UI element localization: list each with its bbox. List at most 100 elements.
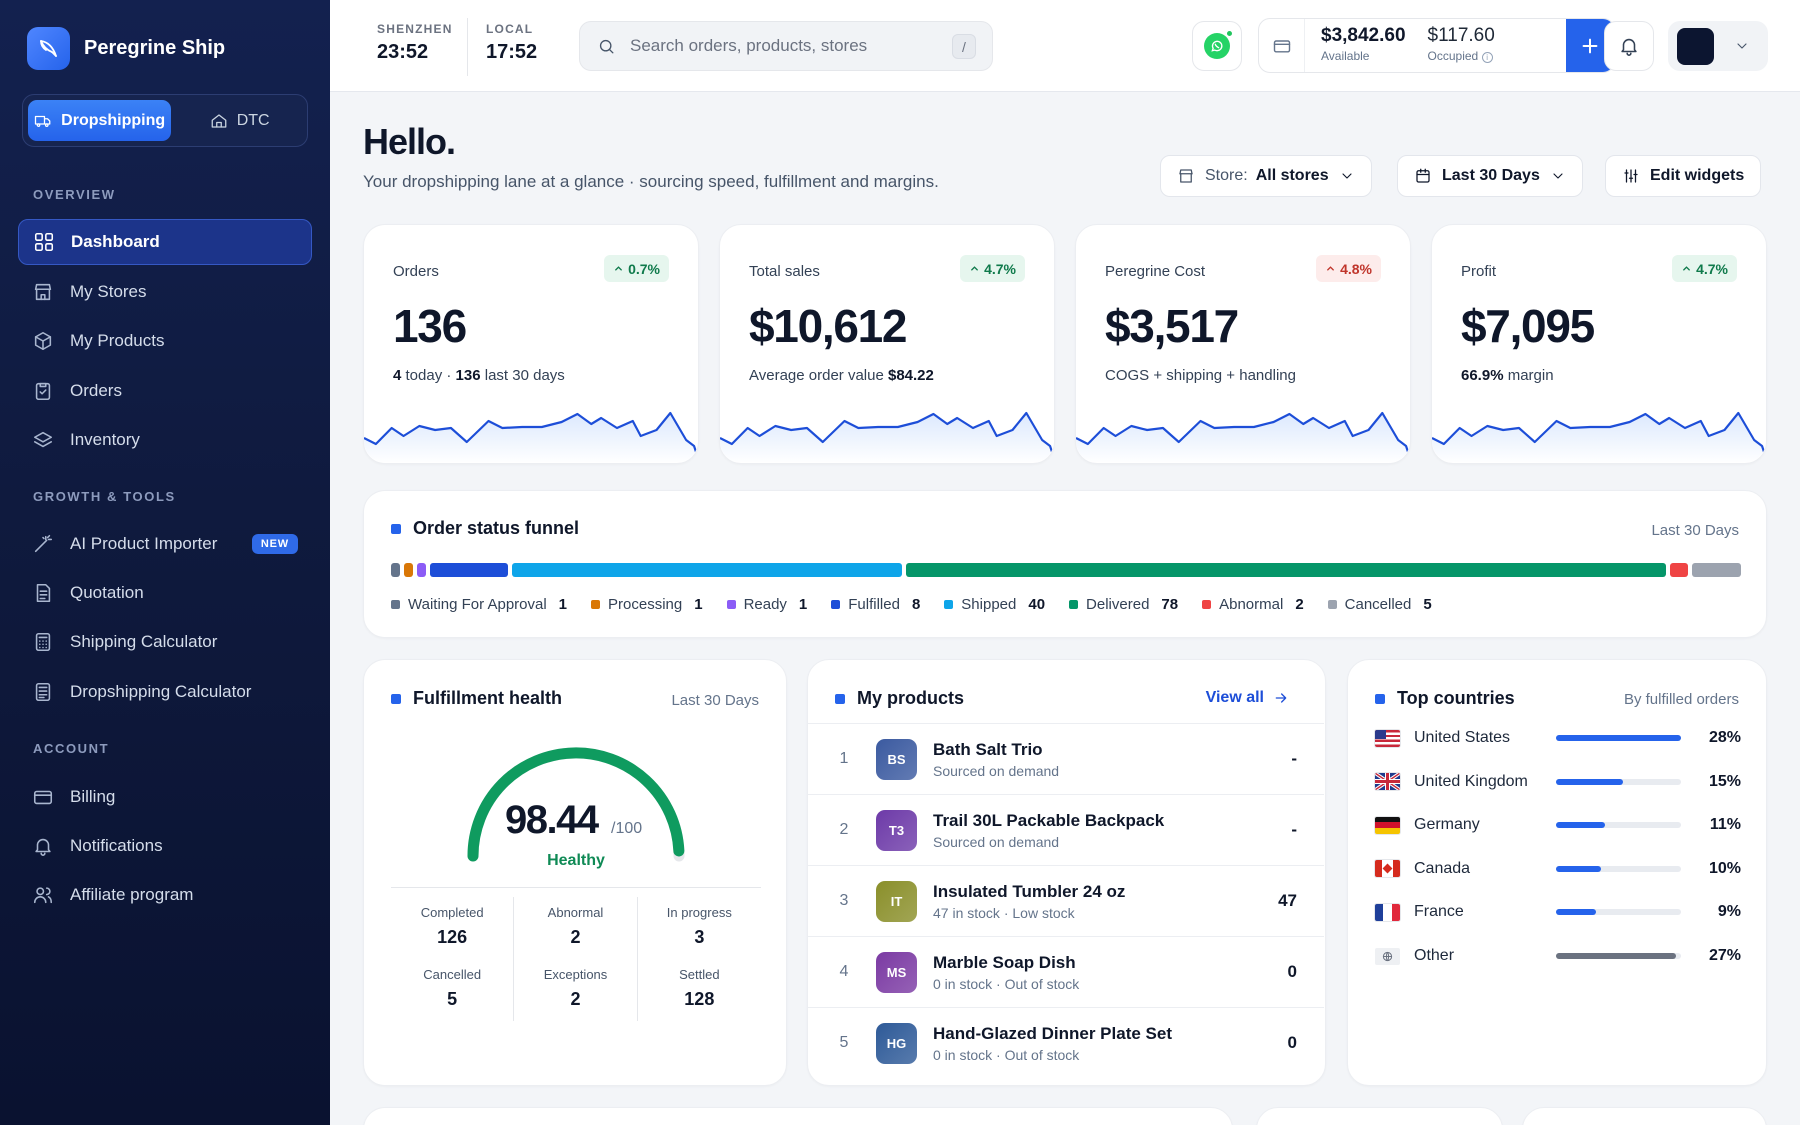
kpi-card-total-sales[interactable]: Total sales 4.7% $10,612 Average order valu… [719,224,1055,464]
funnel-segment[interactable] [1692,563,1741,577]
product-qty: - [1291,820,1297,839]
sidebar-item-ai-product-importer[interactable]: AI Product Importer NEW [18,521,312,567]
clock-local: LOCAL 17:52 [486,22,537,64]
clock-label: LOCAL [486,22,534,36]
legend-swatch [391,600,400,609]
legend-swatch [1069,600,1079,609]
whatsapp-button[interactable] [1192,21,1242,71]
funnel-title: Order status funnel [413,518,580,538]
product-name: Trail 30L Packable Backpack [933,810,1165,830]
sidebar-item-shipping-calculator[interactable]: Shipping Calculator [18,619,312,665]
funnel-bar [391,563,1741,577]
sidebar-item-dropshipping-calculator[interactable]: Dropshipping Calculator [18,669,312,715]
sidebar-item-billing[interactable]: Billing [18,774,312,820]
topbar: SHENZHEN 23:52 LOCAL 17:52 Search orders… [330,0,1800,92]
health-gauge [461,743,691,863]
users-icon [33,887,53,904]
product-rank: 5 [839,1034,849,1051]
stat-exceptions: Exceptions 2 [514,959,638,1021]
sidebar-item-label: My Stores [70,282,147,301]
chevron-down-icon [1553,173,1563,179]
funnel-segment[interactable] [417,563,426,577]
kpi-delta-badge: 4.8% [1316,255,1381,282]
mode-dtc-button[interactable]: DTC [177,100,302,141]
available-balance[interactable]: $3,842.60 Available [1305,19,1422,72]
country-pct: 9% [1717,903,1741,921]
calculator-icon [35,632,51,652]
sidebar-item-label: Quotation [70,583,144,602]
search-shortcut: / [952,34,976,59]
chevron-up-icon [613,263,624,274]
product-status: Sourced on demand [933,833,1060,850]
funnel-segment[interactable] [391,563,400,577]
sidebar-item-affiliate-program[interactable]: Affiliate program [18,872,312,918]
kpi-value: $10,612 [749,300,907,352]
sidebar-item-my-stores[interactable]: My Stores [18,269,312,315]
country-row[interactable]: United Kingdom 15% [1375,767,1741,797]
occupied-amount: $117.60 [1427,25,1495,46]
product-row[interactable]: 5 HG Hand-Glazed Dinner Plate Set 0 in stoc… [808,1007,1324,1078]
funnel-segment[interactable] [430,563,508,577]
funnel-segment[interactable] [511,563,902,577]
wand-icon [34,534,53,553]
country-row[interactable]: Other 27% [1375,941,1741,971]
product-row[interactable]: 1 BS Bath Salt Trio Sourced on demand - [808,723,1324,794]
country-row[interactable]: France 9% [1375,897,1741,927]
search-input[interactable]: Search orders, products, stores / [579,21,993,71]
country-row[interactable]: Canada 10% [1375,854,1741,884]
country-pct: 10% [1708,859,1741,877]
date-range-value: Last 30 Days [1442,167,1540,184]
health-score: 98.44 [505,798,599,842]
edit-widgets-button[interactable]: Edit widgets [1605,155,1762,197]
kpi-subtext-part: margin [1503,367,1554,384]
country-bar-fill [1556,735,1681,741]
stat-label: Completed [420,905,484,920]
mode-dropshipping-button[interactable]: Dropshipping [28,100,172,141]
country-pct: 27% [1708,947,1741,964]
product-row[interactable]: 3 IT Insulated Tumbler 24 oz 47 in stock · … [808,865,1324,936]
store-filter[interactable]: Store: All stores [1160,155,1372,197]
sidebar-item-quotation[interactable]: Quotation [18,570,312,616]
funnel-segment[interactable] [404,563,413,577]
funnel-segment[interactable] [905,563,1667,577]
account-menu[interactable] [1668,21,1768,71]
sidebar-item-orders[interactable]: Orders [18,368,312,414]
sidebar-item-dashboard[interactable]: Dashboard [18,219,312,265]
country-pct: 28% [1708,729,1741,746]
product-row[interactable]: 2 T3 Trail 30L Packable Backpack Sourced on… [808,794,1324,865]
kpi-card-peregrine-cost[interactable]: Peregrine Cost 4.8% $3,517 COGS + shipping … [1075,224,1411,464]
sidebar-item-label: Orders [70,381,122,400]
brand[interactable]: Peregrine Ship [27,27,225,70]
edit-widgets-label: Edit widgets [1650,167,1745,184]
notifications-button[interactable] [1604,21,1654,71]
funnel-segment[interactable] [1670,563,1689,577]
bell-icon [35,838,51,856]
country-row[interactable]: United States 28% [1375,723,1741,753]
sparkline-line [364,411,698,459]
product-row[interactable]: 4 MS Marble Soap Dish 0 in stock · Out of s… [808,936,1324,1007]
sidebar-item-my-products[interactable]: My Products [18,318,312,364]
country-pct: 11% [1709,816,1741,834]
plus-icon [1582,38,1598,53]
sidebar-item-inventory[interactable]: Inventory [18,417,312,463]
country-row[interactable]: Germany 11% [1375,810,1741,840]
occupied-balance[interactable]: $117.60 Occupied i [1422,19,1511,72]
fulfillment-stats: Completed 126 Abnormal 2 In progress 3 Cancell… [391,897,761,1021]
products-title: My products [857,688,965,708]
kpi-card-orders[interactable]: Orders 0.7% 136 4 today · 136 last 30 days [363,224,699,464]
sparkline-area [1432,413,1766,463]
product-status: Sourced on demand [933,762,1060,779]
card-title: My products [835,688,964,709]
stat-label: Cancelled [423,967,482,982]
view-all-link[interactable]: View all [1206,689,1289,707]
stat-value: 2 [570,989,581,1009]
legend-label: Shipped [961,596,1017,613]
sidebar-item-label: Dashboard [71,232,160,251]
occupied-label-row: Occupied i [1428,49,1495,63]
sidebar-item-notifications[interactable]: Notifications [18,823,312,869]
legend-swatch [1202,600,1212,609]
fulfillment-health-card: Fulfillment health Last 30 Days 98.44 /1… [363,659,787,1086]
legend-label: Fulfilled [848,596,900,613]
kpi-card-profit[interactable]: Profit 4.7% $7,095 66.9% margin [1431,224,1767,464]
date-range-filter[interactable]: Last 30 Days [1397,155,1583,197]
